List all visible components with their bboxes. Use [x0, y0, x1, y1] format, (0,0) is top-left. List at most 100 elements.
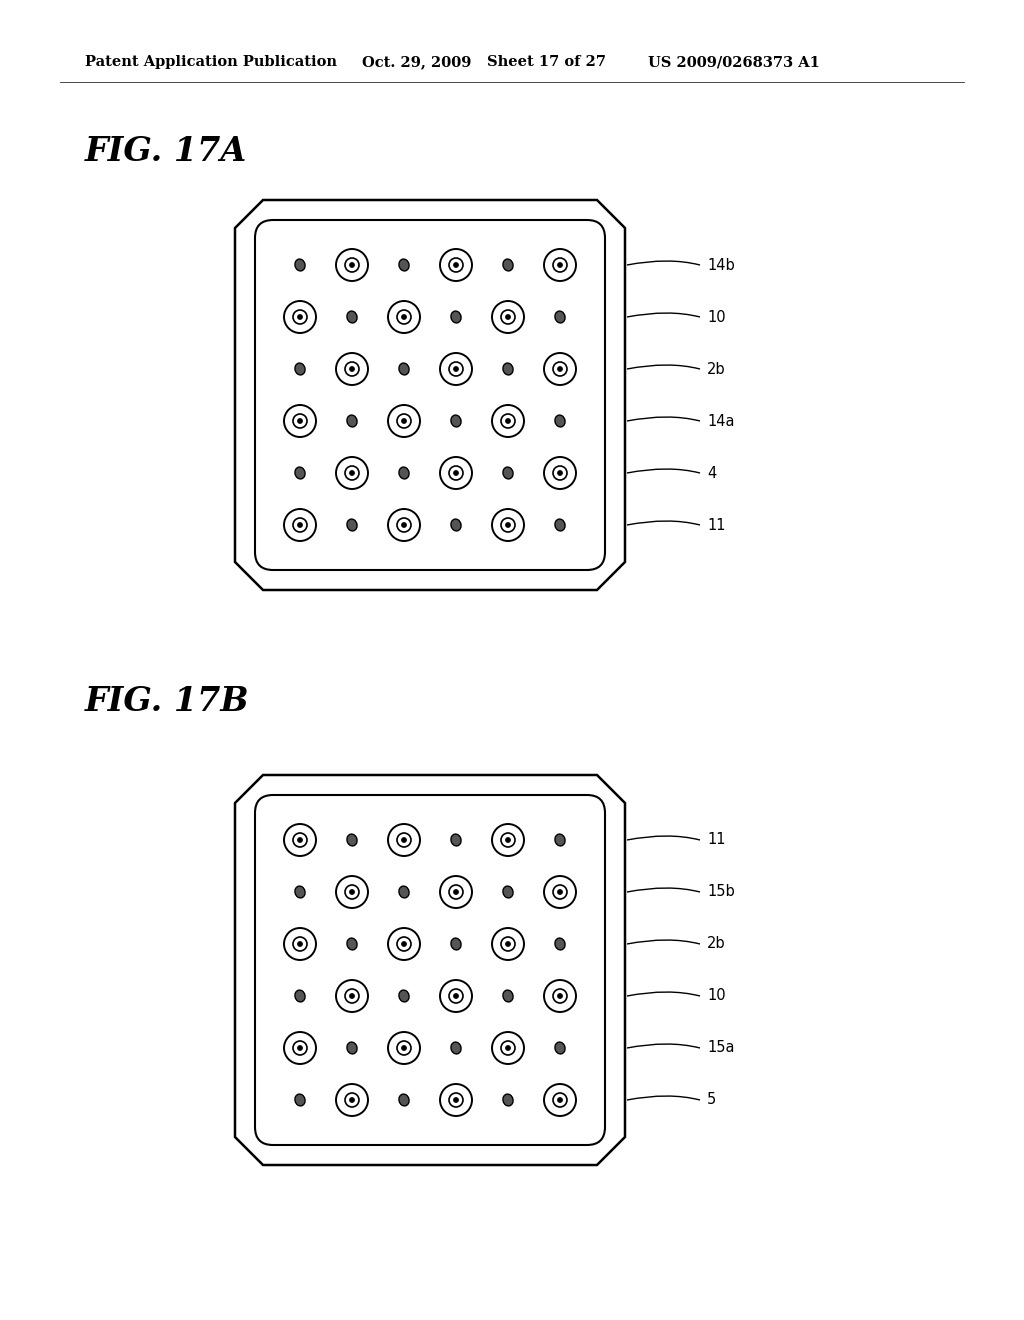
- Circle shape: [349, 470, 354, 475]
- Circle shape: [553, 1093, 567, 1107]
- Circle shape: [557, 1097, 562, 1102]
- Circle shape: [349, 890, 354, 895]
- Circle shape: [454, 263, 459, 268]
- Ellipse shape: [347, 1041, 357, 1053]
- Circle shape: [501, 414, 515, 428]
- Ellipse shape: [451, 414, 461, 426]
- Ellipse shape: [555, 312, 565, 323]
- Ellipse shape: [295, 886, 305, 898]
- Circle shape: [449, 257, 463, 272]
- Circle shape: [501, 937, 515, 950]
- Circle shape: [349, 263, 354, 268]
- Circle shape: [401, 1045, 407, 1051]
- Text: 15a: 15a: [707, 1040, 734, 1056]
- FancyBboxPatch shape: [255, 795, 605, 1144]
- Text: FIG. 17B: FIG. 17B: [85, 685, 250, 718]
- Circle shape: [553, 257, 567, 272]
- Ellipse shape: [399, 259, 409, 271]
- Circle shape: [298, 418, 302, 424]
- Circle shape: [454, 994, 459, 998]
- Circle shape: [557, 994, 562, 998]
- Circle shape: [293, 833, 307, 847]
- Circle shape: [506, 837, 511, 842]
- Text: 15b: 15b: [707, 884, 735, 899]
- Ellipse shape: [451, 519, 461, 531]
- Circle shape: [506, 941, 511, 946]
- Text: Oct. 29, 2009: Oct. 29, 2009: [362, 55, 471, 69]
- Ellipse shape: [451, 312, 461, 323]
- Text: 4: 4: [707, 466, 716, 480]
- Circle shape: [345, 466, 359, 480]
- Circle shape: [349, 367, 354, 371]
- Ellipse shape: [295, 1094, 305, 1106]
- Circle shape: [557, 890, 562, 895]
- Circle shape: [557, 263, 562, 268]
- FancyBboxPatch shape: [255, 220, 605, 570]
- Circle shape: [501, 517, 515, 532]
- Ellipse shape: [451, 834, 461, 846]
- Circle shape: [454, 890, 459, 895]
- Circle shape: [553, 466, 567, 480]
- Text: 14a: 14a: [707, 413, 734, 429]
- Circle shape: [298, 941, 302, 946]
- Ellipse shape: [347, 519, 357, 531]
- Circle shape: [506, 1045, 511, 1051]
- Circle shape: [449, 1093, 463, 1107]
- Circle shape: [349, 1097, 354, 1102]
- Ellipse shape: [503, 990, 513, 1002]
- Text: 10: 10: [707, 309, 726, 325]
- Ellipse shape: [347, 414, 357, 426]
- Circle shape: [454, 367, 459, 371]
- Ellipse shape: [347, 939, 357, 950]
- Ellipse shape: [555, 1041, 565, 1053]
- Circle shape: [293, 310, 307, 323]
- Circle shape: [345, 362, 359, 376]
- Ellipse shape: [503, 363, 513, 375]
- Circle shape: [298, 1045, 302, 1051]
- Circle shape: [454, 1097, 459, 1102]
- Circle shape: [397, 937, 411, 950]
- Circle shape: [401, 523, 407, 528]
- Text: FIG. 17A: FIG. 17A: [85, 135, 247, 168]
- Text: Patent Application Publication: Patent Application Publication: [85, 55, 337, 69]
- Circle shape: [506, 523, 511, 528]
- Text: 14b: 14b: [707, 257, 735, 272]
- Text: 11: 11: [707, 833, 725, 847]
- Ellipse shape: [347, 834, 357, 846]
- Circle shape: [397, 310, 411, 323]
- Circle shape: [397, 1041, 411, 1055]
- Circle shape: [397, 517, 411, 532]
- Ellipse shape: [503, 886, 513, 898]
- Circle shape: [401, 837, 407, 842]
- Text: 2b: 2b: [707, 936, 726, 952]
- Circle shape: [557, 367, 562, 371]
- Ellipse shape: [295, 467, 305, 479]
- Ellipse shape: [295, 990, 305, 1002]
- Circle shape: [345, 257, 359, 272]
- Text: US 2009/0268373 A1: US 2009/0268373 A1: [648, 55, 820, 69]
- Circle shape: [501, 833, 515, 847]
- Circle shape: [401, 314, 407, 319]
- Polygon shape: [234, 201, 625, 590]
- Circle shape: [397, 833, 411, 847]
- Polygon shape: [234, 775, 625, 1166]
- Circle shape: [553, 362, 567, 376]
- Circle shape: [557, 470, 562, 475]
- Circle shape: [449, 466, 463, 480]
- Circle shape: [553, 989, 567, 1003]
- Circle shape: [397, 414, 411, 428]
- Circle shape: [293, 937, 307, 950]
- Ellipse shape: [399, 363, 409, 375]
- Ellipse shape: [555, 519, 565, 531]
- Circle shape: [345, 884, 359, 899]
- Ellipse shape: [399, 886, 409, 898]
- Text: 5: 5: [707, 1093, 716, 1107]
- Circle shape: [401, 418, 407, 424]
- Ellipse shape: [399, 990, 409, 1002]
- Ellipse shape: [347, 312, 357, 323]
- Circle shape: [553, 884, 567, 899]
- Text: 10: 10: [707, 989, 726, 1003]
- Circle shape: [298, 523, 302, 528]
- Ellipse shape: [503, 1094, 513, 1106]
- Circle shape: [449, 989, 463, 1003]
